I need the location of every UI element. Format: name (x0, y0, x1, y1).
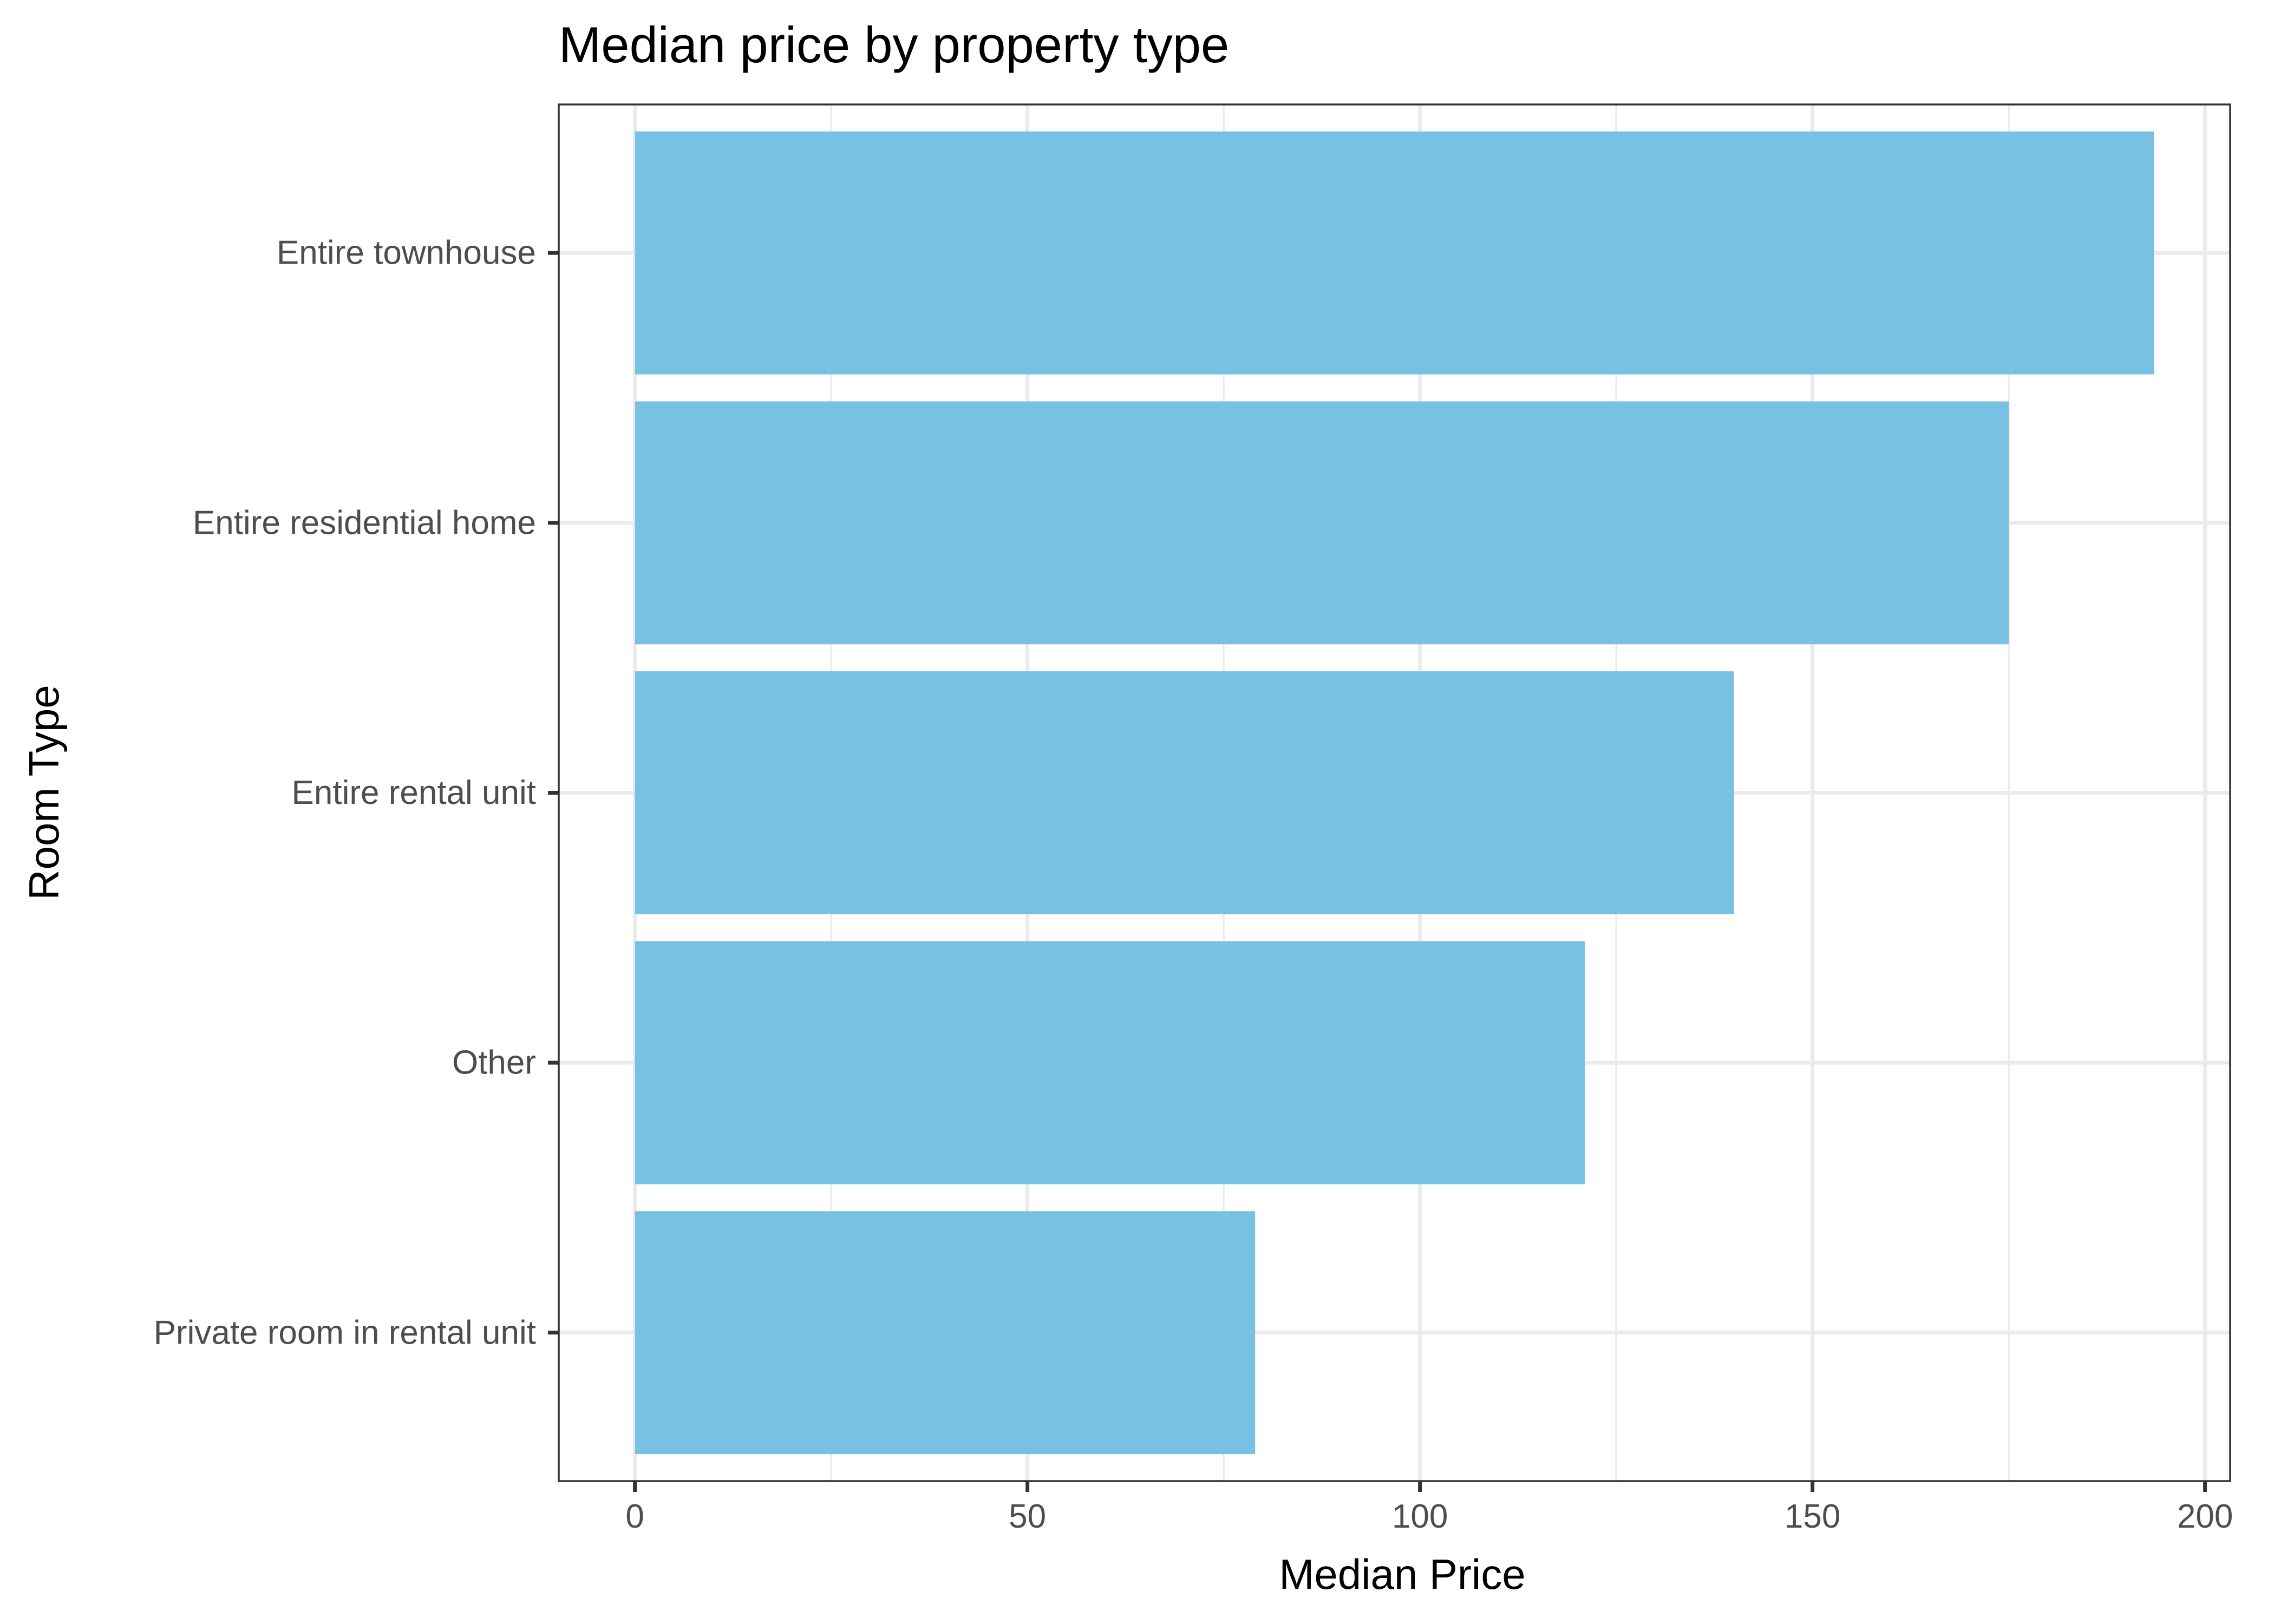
y-axis: Entire townhouse Entire residential home E… (154, 234, 559, 1351)
y-axis-title: Room Type (20, 685, 68, 900)
bars (635, 131, 2154, 1455)
chart-title: Median price by property type (559, 16, 1229, 73)
x-tick-label: 200 (2177, 1498, 2233, 1535)
y-tick-label: Private room in rental unit (154, 1314, 536, 1351)
y-tick-label: Entire rental unit (292, 774, 536, 811)
bar-private-room-in-rental-unit (635, 1211, 1256, 1455)
bar-other (635, 941, 1585, 1184)
y-tick-label: Entire residential home (193, 504, 536, 541)
plot-panel (558, 103, 2231, 1482)
bar-entire-residential-home (635, 401, 2009, 645)
x-tick-label: 100 (1392, 1498, 1448, 1535)
x-tick-label: 50 (1009, 1498, 1046, 1535)
bar-entire-rental-unit (635, 671, 1734, 914)
y-tick-label: Entire townhouse (277, 234, 536, 272)
x-tick-label: 150 (1785, 1498, 1840, 1535)
x-tick-label: 0 (625, 1498, 644, 1535)
x-axis: 0 50 100 150 200 (625, 1481, 2233, 1535)
bar-entire-townhouse (635, 131, 2154, 375)
y-tick-label: Other (452, 1044, 536, 1082)
x-axis-title: Median Price (1279, 1550, 1525, 1598)
